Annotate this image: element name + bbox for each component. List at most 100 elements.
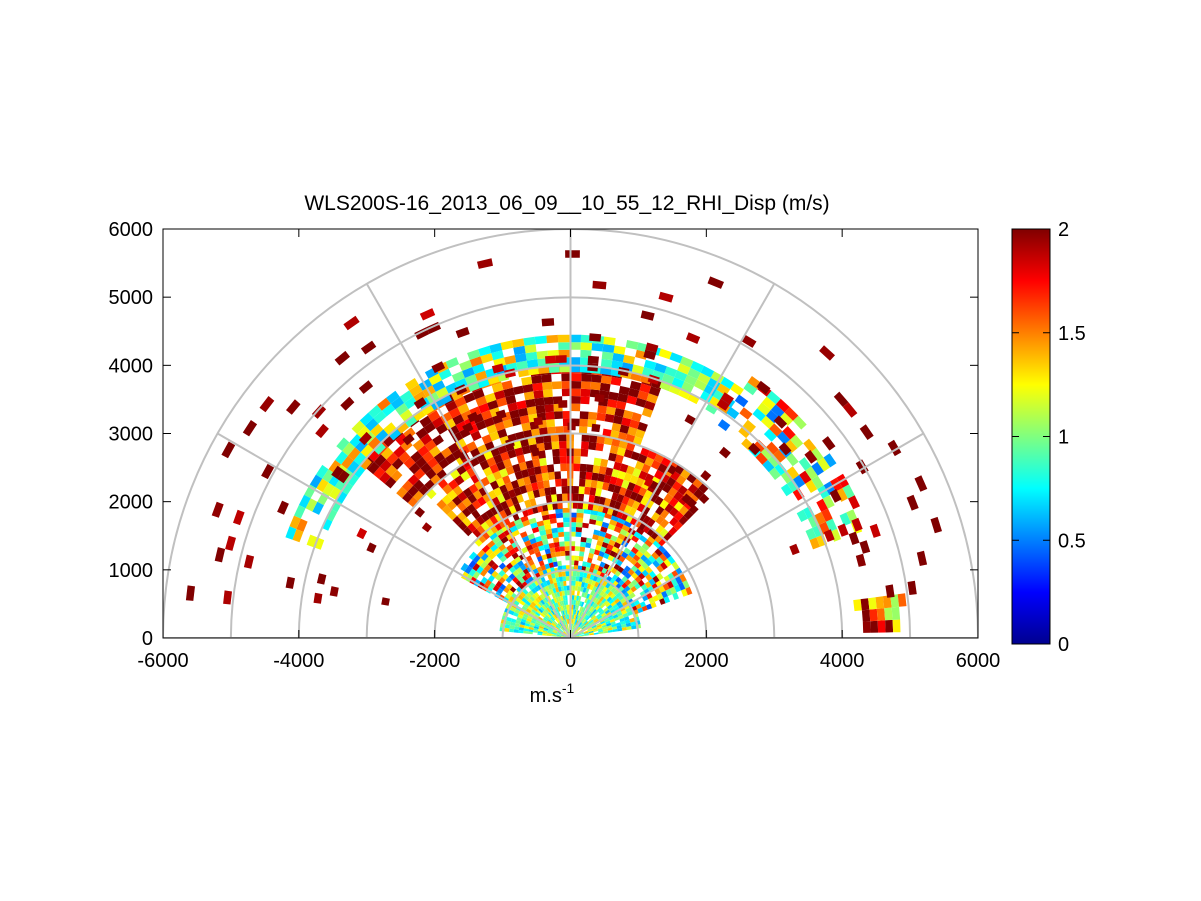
data-cell [636, 527, 645, 535]
data-cell [533, 417, 543, 426]
data-cell [816, 498, 828, 512]
data-cell [488, 582, 496, 590]
data-cell [360, 444, 374, 458]
data-cell [514, 626, 520, 630]
data-cell [608, 606, 615, 612]
data-cell [631, 579, 638, 586]
data-cell [384, 476, 397, 489]
data-cell [386, 452, 399, 465]
data-cell [535, 473, 543, 483]
data-cell [316, 478, 329, 493]
data-cell [551, 622, 557, 627]
data-cell [561, 373, 572, 382]
data-cell [542, 598, 548, 604]
data-cell [506, 544, 514, 552]
x-tick-label: -6000 [137, 650, 188, 672]
data-cell [576, 615, 580, 621]
data-cell [741, 334, 757, 348]
data-cell [521, 376, 533, 386]
data-cell [563, 517, 570, 523]
data-cell [593, 495, 601, 504]
data-cell [891, 606, 901, 620]
data-cell [452, 414, 465, 426]
data-cell [550, 610, 555, 615]
data-cell [555, 355, 567, 363]
data-cell [543, 543, 550, 550]
data-cell [627, 568, 635, 576]
data-cell [564, 604, 567, 610]
data-cell [675, 576, 683, 585]
data-cell [525, 572, 532, 579]
data-cell [585, 588, 590, 594]
data-cell [576, 512, 584, 518]
data-cell [544, 624, 550, 628]
data-cell [609, 618, 615, 623]
data-cell [499, 555, 508, 563]
data-cell [491, 350, 504, 361]
data-cell [621, 479, 630, 489]
data-cell [547, 557, 553, 564]
data-cell [560, 610, 564, 616]
data-cell [634, 582, 641, 590]
data-cell [666, 476, 677, 488]
data-cell [444, 418, 456, 430]
data-cell [536, 480, 545, 490]
data-cell [669, 516, 679, 527]
data-cell [652, 540, 662, 549]
data-cell [756, 380, 771, 395]
data-cell [536, 555, 543, 562]
data-cell [404, 396, 418, 410]
data-cell [565, 550, 570, 556]
data-cell [534, 604, 540, 610]
data-cell [544, 523, 552, 530]
data-cell [329, 486, 342, 500]
data-cell [582, 577, 587, 583]
data-cell [580, 448, 589, 457]
data-cell [551, 556, 558, 563]
data-cell [762, 459, 775, 473]
data-cell [546, 334, 559, 344]
data-cell [629, 419, 640, 429]
data-cell [496, 551, 505, 559]
data-cell [488, 551, 497, 560]
data-cell [526, 618, 532, 623]
data-cell [825, 518, 838, 532]
data-cell [565, 576, 570, 581]
data-cell [619, 502, 627, 512]
data-cell [621, 524, 630, 532]
data-cell [581, 591, 586, 598]
data-cell [340, 396, 355, 411]
data-cell [677, 363, 691, 375]
data-cell [545, 614, 550, 620]
data-cell [569, 357, 581, 365]
data-cell [648, 578, 656, 586]
data-cell [585, 578, 590, 584]
data-cell [536, 520, 545, 527]
data-cell [567, 628, 570, 634]
data-cell [615, 576, 622, 584]
data-cell [515, 597, 522, 603]
data-cell [499, 468, 509, 478]
data-cell [589, 518, 597, 525]
data-cell [884, 607, 893, 621]
data-cell [640, 496, 649, 506]
data-cell [602, 482, 610, 491]
data-cell [613, 589, 619, 596]
data-cell [743, 382, 758, 396]
data-cell [398, 451, 411, 464]
data-cell [496, 397, 508, 408]
data-cell [734, 394, 749, 408]
data-cell [603, 600, 609, 606]
data-cell [793, 474, 806, 488]
data-cell [331, 465, 344, 479]
data-cell [410, 451, 423, 463]
data-cell [531, 608, 537, 614]
data-cell [498, 562, 506, 570]
data-cell [502, 491, 511, 501]
data-cell [401, 480, 414, 492]
data-cell [585, 623, 591, 628]
data-cell [581, 373, 592, 382]
data-cell [598, 608, 604, 614]
data-cell [560, 627, 565, 631]
data-cell [607, 483, 616, 493]
